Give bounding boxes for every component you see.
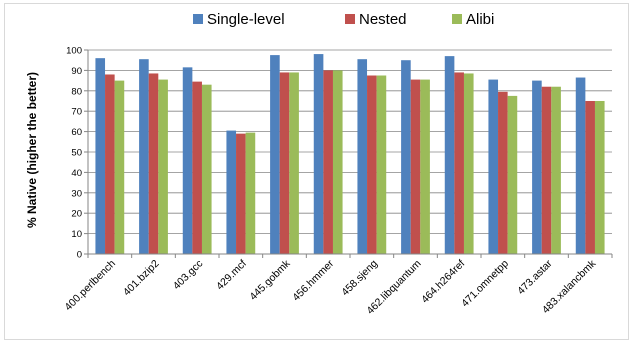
y-tick-label: 60 (71, 127, 82, 138)
bar-nested (367, 75, 377, 254)
legend-entry: Nested (359, 11, 407, 28)
y-tick-label: 80 (71, 86, 82, 97)
y-tick-label: 20 (71, 209, 82, 220)
bar-alibi (289, 72, 299, 254)
bar-single-level (488, 79, 499, 254)
y-tick-label: 100 (66, 46, 82, 57)
y-axis-label: % Native (higher the better) (25, 72, 39, 228)
y-tick-labels: 0 10 20 30 40 50 60 70 80 90 100 (66, 46, 82, 261)
y-tick-label: 90 (71, 66, 82, 77)
bar-alibi (201, 84, 212, 255)
x-tick-label: 458.sjeng (339, 258, 380, 299)
x-tick-label: 429.mcf (214, 258, 249, 293)
bar-nested (105, 74, 115, 254)
bar-alibi (114, 80, 125, 254)
bar-alibi (551, 86, 561, 254)
x-tick-label: 400.perlbench (62, 258, 118, 314)
axes (84, 49, 613, 258)
bar-alibi (158, 79, 168, 254)
bar-nested (585, 101, 595, 254)
bar-nested (454, 72, 464, 254)
bar-alibi (507, 95, 518, 255)
legend-swatch (345, 14, 355, 24)
bar-nested (192, 81, 202, 255)
bar-single-level (270, 55, 280, 254)
bar-alibi (245, 132, 256, 254)
bar-nested (410, 79, 421, 254)
bar-single-level (95, 58, 106, 254)
bar-nested (541, 86, 552, 254)
bar-alibi (376, 75, 387, 254)
y-tick-label: 40 (71, 168, 82, 179)
bar-single-level (532, 80, 542, 254)
bar-nested (498, 91, 508, 254)
bar-nested (148, 73, 159, 255)
x-tick-label: 464.h264ref (419, 258, 467, 306)
bar-nested (323, 70, 333, 255)
bar-single-level (401, 60, 411, 255)
legend-swatch (452, 14, 462, 24)
bar-single-level (226, 130, 237, 254)
legend-entry: Single-level (207, 11, 285, 28)
x-tick-label: 403.gcc (171, 258, 205, 292)
legend: Single-level Nested Alibi (193, 11, 494, 28)
bar-single-level (575, 77, 586, 254)
x-tick-label: 456.hmmer (290, 257, 336, 303)
bar-alibi (332, 70, 343, 255)
bar-nested (236, 133, 246, 254)
x-tick-label: 445.gobmk (247, 257, 293, 303)
bars (95, 54, 605, 255)
bar-nested (279, 72, 290, 254)
bar-single-level (313, 54, 324, 254)
bar-single-level (182, 67, 193, 254)
y-tick-label: 70 (71, 107, 82, 118)
gridlines (88, 49, 612, 235)
bar-alibi (420, 79, 430, 254)
x-tick-label: 473.astar (515, 257, 555, 297)
bar-alibi (594, 101, 605, 254)
y-tick-label: 50 (71, 148, 82, 159)
legend-entry: Alibi (466, 11, 494, 28)
y-tick-label: 30 (71, 188, 82, 199)
legend-swatch (193, 14, 203, 24)
bar-alibi (463, 73, 474, 255)
y-tick-label: 0 (77, 250, 82, 261)
bar-single-level (357, 59, 368, 255)
y-tick-label: 10 (71, 229, 82, 240)
x-tick-labels: 400.perlbench 401.bzip2 403.gcc 429.mcf445.… (62, 257, 598, 317)
x-tick-label: 401.bzip2 (121, 258, 162, 299)
bar-single-level (139, 59, 149, 255)
x-tick-label: 471.omnetpp (459, 258, 511, 310)
bar-single-level (444, 56, 455, 255)
